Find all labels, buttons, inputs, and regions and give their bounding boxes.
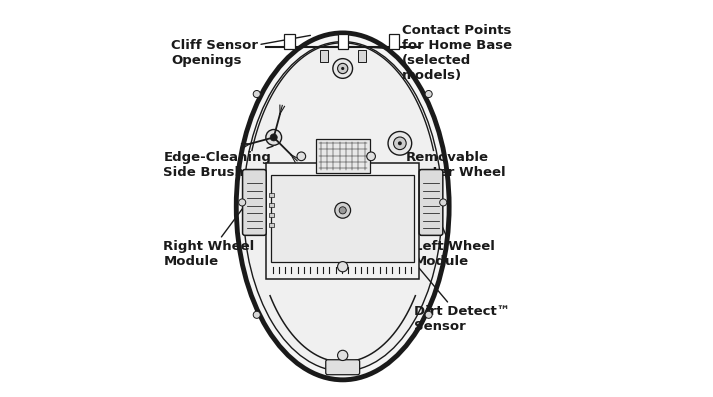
Text: Edge-Cleaning
Side Brush: Edge-Cleaning Side Brush (163, 146, 273, 179)
Bar (284, 34, 294, 49)
Circle shape (339, 366, 347, 374)
Circle shape (366, 152, 376, 161)
Circle shape (337, 64, 348, 73)
Circle shape (239, 199, 246, 206)
Bar (269, 193, 274, 197)
Circle shape (388, 131, 411, 155)
Circle shape (337, 350, 348, 360)
Circle shape (394, 137, 406, 150)
FancyBboxPatch shape (419, 170, 443, 235)
Text: Dirt Detect™
Sensor: Dirt Detect™ Sensor (384, 226, 510, 333)
Bar (358, 50, 366, 62)
Circle shape (425, 311, 432, 318)
Circle shape (253, 311, 260, 318)
Circle shape (398, 141, 402, 145)
Bar (266, 163, 419, 279)
Circle shape (341, 67, 344, 70)
FancyBboxPatch shape (326, 360, 359, 375)
Circle shape (339, 207, 347, 214)
Text: Removable
Caster Wheel: Removable Caster Wheel (401, 146, 506, 179)
FancyBboxPatch shape (242, 170, 266, 235)
Circle shape (425, 91, 432, 98)
Ellipse shape (243, 42, 442, 371)
Circle shape (440, 199, 447, 206)
Circle shape (333, 59, 352, 78)
Circle shape (253, 91, 260, 98)
Bar (269, 213, 274, 217)
Ellipse shape (236, 33, 449, 380)
Circle shape (335, 202, 351, 218)
Text: Left Wheel
Module: Left Wheel Module (414, 209, 495, 268)
Bar (272, 175, 414, 262)
Bar (316, 139, 369, 173)
Bar (389, 34, 399, 49)
Text: Right Wheel
Module: Right Wheel Module (163, 208, 255, 268)
Bar (269, 203, 274, 207)
Text: Contact Points
for Home Base
(selected
models): Contact Points for Home Base (selected m… (363, 24, 512, 82)
Circle shape (266, 129, 282, 145)
Text: Cliff Sensor
Openings: Cliff Sensor Openings (171, 35, 310, 67)
Bar (269, 223, 274, 227)
Circle shape (270, 134, 277, 141)
Bar (320, 50, 328, 62)
Bar (337, 34, 348, 49)
Circle shape (337, 262, 348, 272)
Circle shape (297, 152, 306, 161)
